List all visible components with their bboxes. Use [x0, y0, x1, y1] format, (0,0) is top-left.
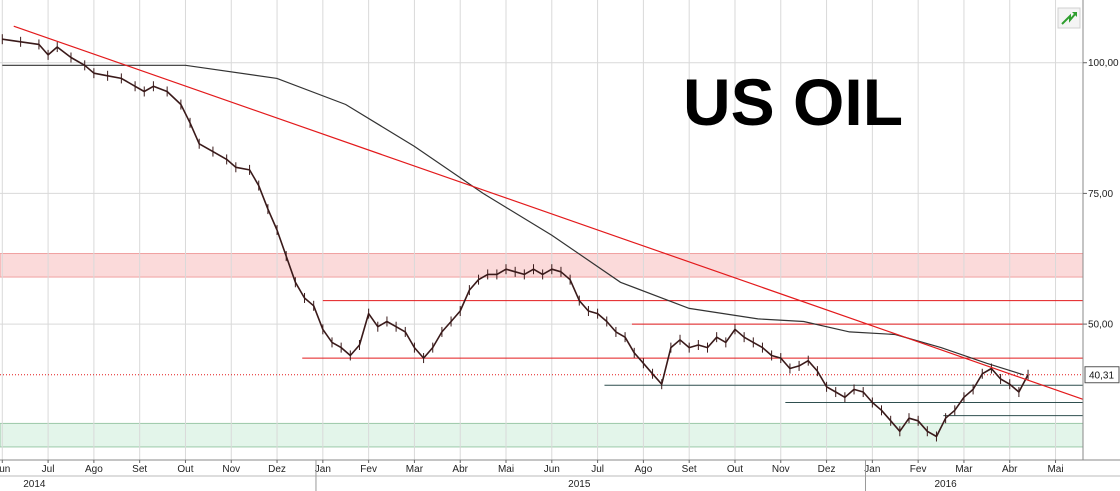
- x-tick-label-2: Ago: [85, 464, 103, 475]
- year-label-0: 2014: [23, 479, 46, 490]
- x-tick-label-14: Ago: [634, 464, 652, 475]
- x-tick-label-18: Dez: [818, 464, 836, 475]
- x-tick-label-22: Abr: [1002, 464, 1018, 475]
- y-tick-label-1: 75,00: [1088, 189, 1113, 200]
- x-tick-label-9: Mar: [406, 464, 424, 475]
- x-tick-label-7: Jan: [315, 464, 331, 475]
- y-axis-panel: [1083, 0, 1120, 460]
- x-tick-label-19: Jan: [864, 464, 880, 475]
- price-badge-box: [1084, 366, 1120, 384]
- x-tick-label-12: Jun: [544, 464, 560, 475]
- price-layer: [1, 34, 1029, 442]
- x-tick-label-1: Jul: [42, 464, 55, 475]
- x-tick-label-17: Nov: [772, 464, 790, 475]
- x-tick-label-0: Jun: [0, 464, 10, 475]
- x-tick-label-6: Dez: [268, 464, 286, 475]
- moving-average-line: [2, 64, 1024, 376]
- price-line: [2, 38, 1029, 438]
- y-tick-label-2: 50,00: [1088, 320, 1113, 331]
- chart-title: US OIL: [683, 65, 903, 139]
- x-tick-label-5: Nov: [222, 464, 240, 475]
- x-tick-label-21: Mar: [955, 464, 973, 475]
- resistance-trendline: [13, 25, 1084, 400]
- x-tick-label-8: Fev: [360, 464, 377, 475]
- year-label-2: 2016: [934, 479, 957, 490]
- year-label-1: 2015: [568, 479, 591, 490]
- price-badge-label: 40,31: [1089, 371, 1114, 382]
- zone-band-1: [0, 422, 1084, 448]
- horizontal-lines-layer: [0, 300, 1083, 417]
- x-tick-label-3: Set: [132, 464, 147, 475]
- x-tick-label-13: Jul: [591, 464, 604, 475]
- grid-layer: [0, 0, 1083, 460]
- trendline-layer: [13, 25, 1084, 400]
- x-tick-label-4: Out: [177, 464, 193, 475]
- zones-layer: [0, 253, 1084, 448]
- y-tick-label-0: 100,00: [1088, 58, 1119, 69]
- x-tick-label-11: Mai: [498, 464, 514, 475]
- x-tick-label-23: Mai: [1047, 464, 1063, 475]
- x-tick-label-16: Out: [727, 464, 743, 475]
- x-tick-label-10: Abr: [452, 464, 468, 475]
- trend-up-icon[interactable]: [1057, 7, 1081, 29]
- moving-average-layer: [2, 64, 1024, 376]
- x-tick-label-20: Fev: [910, 464, 927, 475]
- x-tick-label-15: Set: [682, 464, 697, 475]
